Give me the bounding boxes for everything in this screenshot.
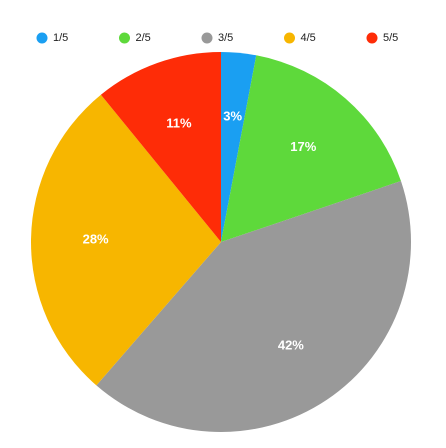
legend-label: 4/5: [301, 32, 316, 44]
legend-marker: [36, 32, 48, 44]
legend-marker: [201, 32, 213, 44]
legend-marker: [366, 32, 378, 44]
data-label: 11%: [166, 115, 192, 130]
legend-label: 1/5: [53, 32, 68, 44]
data-label: 28%: [83, 231, 109, 246]
pie-slice: [100, 52, 221, 242]
pie-slice: [30, 94, 222, 386]
data-label: 17%: [290, 139, 316, 154]
legend-label: 5/5: [383, 32, 398, 44]
data-label: 42%: [278, 338, 304, 353]
pie-slice: [221, 52, 257, 242]
pie-slice: [221, 55, 401, 242]
data-label: 3%: [223, 109, 242, 124]
pie-slice: [96, 181, 411, 433]
legend-marker: [119, 32, 130, 44]
legend-label: 2/5: [136, 32, 151, 44]
legend-marker: [284, 32, 295, 44]
legend-label: 3/5: [218, 32, 233, 44]
